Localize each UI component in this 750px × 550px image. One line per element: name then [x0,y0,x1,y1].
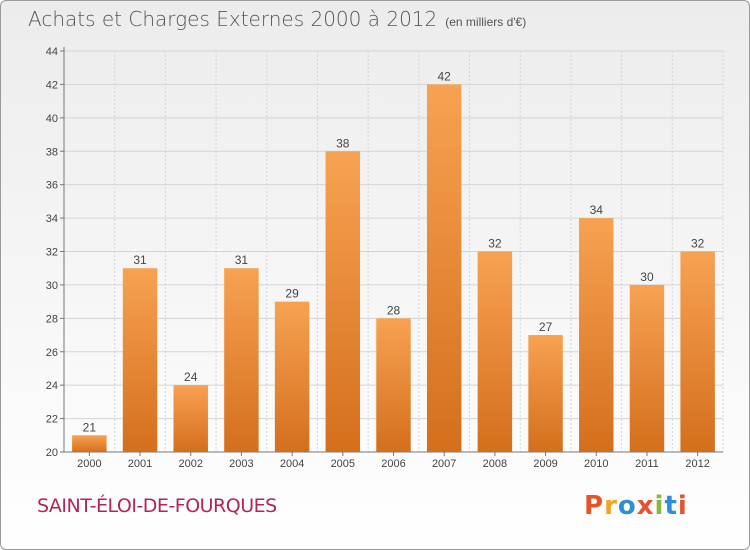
bar-2005[interactable] [325,151,361,452]
x-tick-label-2008: 2008 [483,458,507,470]
logo-letter: i [677,491,688,521]
x-tick-label-2006: 2006 [381,458,405,470]
bar-2003[interactable] [224,268,259,452]
logo-letter: t [664,491,678,521]
bar-2004[interactable] [274,301,310,452]
data-label-2012: 32 [691,237,705,251]
bar-2011[interactable] [629,284,665,452]
proxiti-logo[interactable]: Proxiti [584,491,688,521]
bar-2010[interactable] [579,218,614,452]
y-tick-label: 36 [46,180,58,192]
data-label-2003: 31 [235,253,249,267]
logo-letter: P [584,491,605,521]
x-tick-label-2010: 2010 [584,458,608,470]
bar-2000[interactable] [72,435,107,452]
x-tick-label-2011: 2011 [635,458,659,470]
y-tick-label: 20 [46,447,58,459]
chart-unit: (en milliers d'€) [445,15,527,29]
x-tick-label-2012: 2012 [685,458,709,470]
bars [72,84,715,453]
logo-letter: i [654,491,665,521]
y-tick-label: 30 [46,280,58,292]
y-tick-label: 44 [46,46,58,58]
y-tick-label: 40 [46,113,58,125]
data-label-2009: 27 [539,320,553,334]
value-labels: 21 31 24 31 29 38 28 42 32 27 34 30 32 [83,69,705,434]
data-label-2002: 24 [184,370,198,384]
x-tick-label-2002: 2002 [178,458,202,470]
x-tick-label-2003: 2003 [229,458,253,470]
data-label-2008: 32 [488,237,502,251]
x-tick-label-2004: 2004 [280,458,304,470]
bar-2009[interactable] [528,335,563,452]
y-tick-label: 38 [46,146,58,158]
y-tick-label: 28 [46,313,58,325]
y-tick-label: 22 [46,414,58,426]
x-tick-label-2007: 2007 [432,458,456,470]
data-label-2005: 38 [336,136,350,150]
y-tick-label: 42 [46,79,58,91]
city-name: SAINT-ÉLOI-DE-FOURQUES [37,495,277,517]
data-label-2006: 28 [387,303,401,317]
x-tick-label-2000: 2000 [77,458,101,470]
bar-2012[interactable] [680,251,715,453]
bar-2007[interactable] [426,84,462,453]
bar-2006[interactable] [376,318,411,452]
chart-title-block: Achats et Charges Externes 2000 à 2012 (e… [28,7,526,31]
x-axis-ticks: 2000 2001 2002 2003 2004 2005 2006 2007 2008 2009… [77,458,710,470]
data-label-2000: 21 [83,420,97,434]
data-label-2007: 42 [438,69,452,83]
logo-letter: o [617,491,637,521]
chart-title: Achats et Charges Externes 2000 à 2012 [28,7,438,31]
bar-2008[interactable] [477,251,513,453]
x-tick-label-2005: 2005 [331,458,355,470]
bar-2001[interactable] [122,268,158,452]
y-axis-ticks: 20 22 24 26 28 30 32 34 36 38 40 42 44 [46,46,58,459]
logo-letter: r [604,491,618,521]
data-label-2001: 31 [133,253,147,267]
y-tick-label: 32 [46,247,58,259]
y-tick-label: 26 [46,347,58,359]
bar-2002[interactable] [173,385,208,452]
x-tick-label-2009: 2009 [533,458,557,470]
y-tick-label: 34 [46,213,58,225]
data-label-2011: 30 [640,270,654,284]
data-label-2004: 29 [285,287,299,301]
x-tick-label-2001: 2001 [128,458,152,470]
data-label-2010: 34 [590,203,604,217]
logo-letter: x [636,491,655,521]
y-tick-label: 24 [46,380,58,392]
